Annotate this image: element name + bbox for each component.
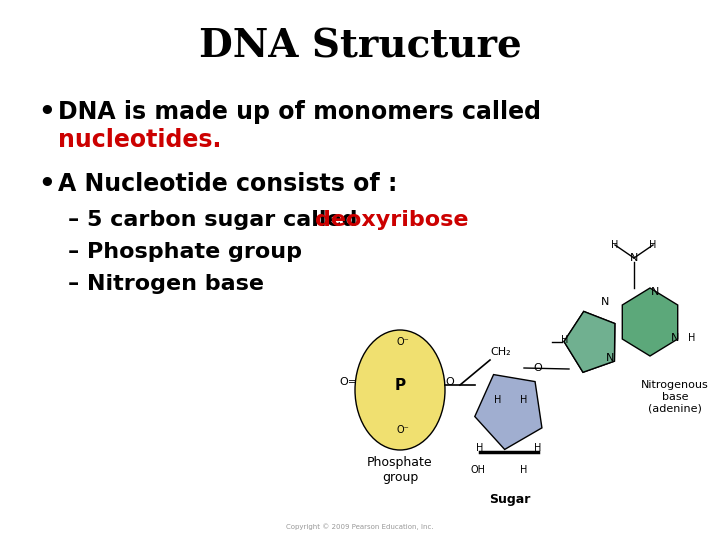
- Text: •: •: [38, 172, 55, 198]
- Text: Sugar: Sugar: [490, 494, 531, 507]
- Text: deoxyribose: deoxyribose: [315, 210, 469, 230]
- Text: – Nitrogen base: – Nitrogen base: [68, 274, 264, 294]
- Polygon shape: [474, 375, 542, 449]
- Text: OH: OH: [470, 465, 485, 475]
- Text: O⁻: O⁻: [397, 425, 410, 435]
- Text: H: H: [521, 395, 528, 405]
- Text: N: N: [671, 333, 679, 343]
- Text: H: H: [649, 240, 657, 250]
- Polygon shape: [564, 312, 615, 372]
- Text: DNA is made up of monomers called: DNA is made up of monomers called: [58, 100, 541, 124]
- Text: N: N: [651, 287, 660, 297]
- Text: H: H: [534, 443, 541, 453]
- Text: A Nucleotide consists of :: A Nucleotide consists of :: [58, 172, 397, 196]
- Text: H: H: [521, 465, 528, 475]
- Text: H: H: [562, 335, 569, 345]
- Text: H: H: [477, 443, 484, 453]
- Text: O=: O=: [340, 377, 358, 387]
- Text: H: H: [688, 333, 696, 343]
- Text: nucleotides.: nucleotides.: [58, 128, 221, 152]
- Text: H: H: [611, 240, 618, 250]
- Text: N: N: [600, 297, 609, 307]
- Text: DNA Structure: DNA Structure: [199, 28, 521, 66]
- Text: •: •: [38, 100, 55, 126]
- Text: N: N: [630, 253, 638, 263]
- Text: – 5 carbon sugar called: – 5 carbon sugar called: [68, 210, 365, 230]
- Text: N: N: [606, 353, 614, 363]
- Polygon shape: [564, 312, 615, 372]
- Text: – Phosphate group: – Phosphate group: [68, 242, 302, 262]
- Ellipse shape: [355, 330, 445, 450]
- Text: O⁻: O⁻: [397, 337, 410, 347]
- Text: Phosphate
group: Phosphate group: [367, 456, 433, 484]
- Text: O: O: [445, 377, 454, 387]
- Text: Copyright © 2009 Pearson Education, Inc.: Copyright © 2009 Pearson Education, Inc.: [286, 523, 434, 530]
- Text: P: P: [395, 377, 405, 393]
- Text: CH₂: CH₂: [490, 347, 510, 357]
- Text: O: O: [534, 363, 542, 373]
- Text: H: H: [495, 395, 502, 405]
- Polygon shape: [622, 288, 678, 356]
- Text: Nitrogenous
base
(adenine): Nitrogenous base (adenine): [641, 380, 709, 413]
